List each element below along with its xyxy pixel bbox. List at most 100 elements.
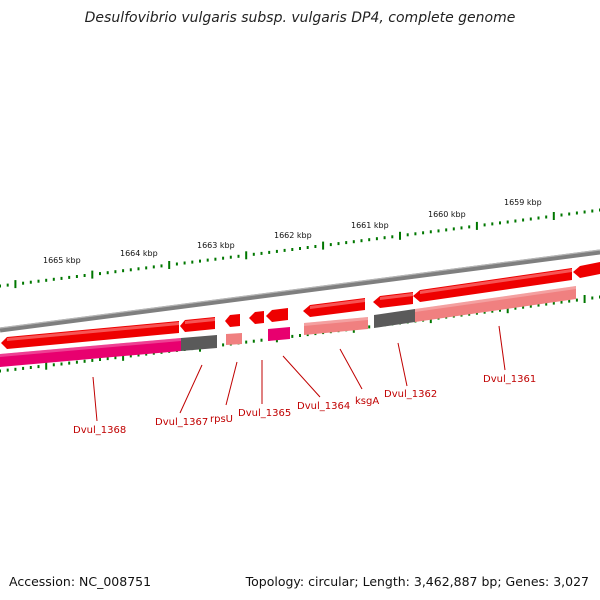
minor-tick: [522, 305, 525, 309]
minor-tick: [329, 243, 332, 247]
minor-tick: [437, 229, 440, 233]
minor-tick: [6, 283, 9, 287]
genome-summary-text: Topology: circular; Length: 3,462,887 bp…: [245, 574, 589, 589]
minor-tick: [22, 366, 25, 370]
minor-tick: [206, 258, 209, 262]
minor-tick: [137, 267, 140, 271]
minor-tick: [314, 245, 317, 248]
minor-tick: [83, 274, 86, 277]
minor-tick: [214, 257, 217, 261]
minor-tick: [260, 251, 263, 255]
minor-tick: [122, 269, 125, 273]
minor-tick: [75, 275, 78, 278]
major-tick: [475, 221, 478, 230]
minor-tick: [99, 272, 101, 276]
minor-tick: [414, 232, 417, 236]
minor-tick: [275, 249, 278, 253]
major-tick: [399, 231, 401, 240]
minor-tick: [299, 247, 301, 250]
minor-tick: [37, 279, 40, 283]
gene-label-rpsu: rpsU: [210, 414, 233, 425]
minor-tick: [99, 358, 101, 361]
kbp-label: 1664 kbp: [120, 249, 158, 258]
gene-arrows: [1, 262, 600, 349]
minor-tick: [575, 211, 578, 215]
minor-tick: [514, 219, 517, 223]
minor-tick: [137, 353, 140, 357]
minor-tick: [268, 250, 271, 254]
kbp-label: 1662 kbp: [274, 231, 312, 240]
minor-tick: [237, 254, 240, 258]
major-tick: [45, 361, 48, 370]
minor-tick: [145, 266, 148, 270]
minor-tick: [391, 235, 394, 239]
minor-tick: [245, 340, 248, 344]
gene-label-ksga: ksgA: [355, 396, 379, 407]
minor-tick: [468, 225, 471, 229]
minor-tick: [537, 216, 540, 220]
minor-tick: [368, 238, 371, 242]
minor-tick: [491, 309, 494, 313]
gene-arrow-next: [573, 262, 600, 278]
minor-tick: [229, 255, 232, 259]
kbp-labels: 1665 kbp 1664 kbp 1663 kbp 1662 kbp 1661…: [43, 198, 542, 265]
minor-tick: [222, 256, 225, 260]
minor-tick: [45, 278, 48, 282]
gene-label-dvul-1362: Dvul_1362: [384, 389, 437, 400]
kbp-label: 1660 kbp: [428, 210, 466, 219]
minor-tick: [145, 352, 148, 356]
minor-tick: [106, 271, 109, 275]
minor-tick: [383, 236, 386, 240]
gene-label-dvul-1368: Dvul_1368: [73, 425, 126, 436]
minor-tick: [106, 357, 109, 361]
minor-tick: [545, 302, 548, 306]
minor-tick: [491, 222, 494, 226]
minor-tick: [568, 212, 571, 216]
kbp-label: 1665 kbp: [43, 256, 81, 265]
minor-tick: [252, 252, 255, 256]
gene-label-dvul-1367: Dvul_1367: [155, 417, 208, 428]
genome-backbone-highlight: [0, 249, 600, 329]
accession-text: Accession: NC_008751: [9, 574, 152, 589]
minor-tick: [483, 223, 486, 227]
major-tick: [122, 352, 125, 361]
minor-tick: [37, 365, 40, 369]
minor-tick: [52, 363, 55, 367]
minor-tick: [360, 239, 363, 243]
outer-tick-marks: [0, 208, 600, 289]
minor-tick: [199, 259, 201, 263]
minor-tick: [552, 301, 555, 305]
feature-bar-gray: [374, 309, 415, 328]
minor-tick: [68, 275, 71, 279]
minor-tick: [83, 359, 86, 363]
feature-bar-pink-small: [268, 327, 290, 341]
minor-tick: [475, 311, 478, 315]
minor-tick: [291, 248, 294, 251]
label-leader-lines: [92, 325, 506, 422]
feature-bar-pink: [0, 338, 181, 367]
minor-tick: [129, 268, 132, 272]
major-tick: [14, 280, 17, 289]
minor-tick: [175, 262, 178, 266]
minor-tick: [529, 304, 532, 308]
minor-tick: [345, 241, 348, 245]
feature-bar-salmon: [304, 317, 368, 335]
minor-tick: [22, 281, 25, 285]
gene-label-dvul-1361: Dvul_1361: [483, 374, 536, 385]
minor-tick: [283, 248, 286, 252]
minor-tick: [0, 369, 1, 373]
minor-tick: [306, 246, 309, 249]
minor-tick: [6, 368, 9, 372]
genome-title: Desulfovibrio vulgaris subsp. vulgaris D…: [84, 10, 516, 26]
minor-tick: [129, 354, 132, 358]
minor-tick: [483, 310, 486, 314]
minor-tick: [183, 261, 186, 265]
gene-labels: Dvul_1368 Dvul_1367 rpsU Dvul_1365 Dvul_…: [73, 374, 536, 436]
minor-tick: [114, 356, 117, 360]
minor-tick: [560, 213, 563, 217]
kbp-label: 1659 kbp: [504, 198, 542, 207]
minor-tick: [375, 237, 378, 241]
minor-tick: [337, 242, 340, 246]
